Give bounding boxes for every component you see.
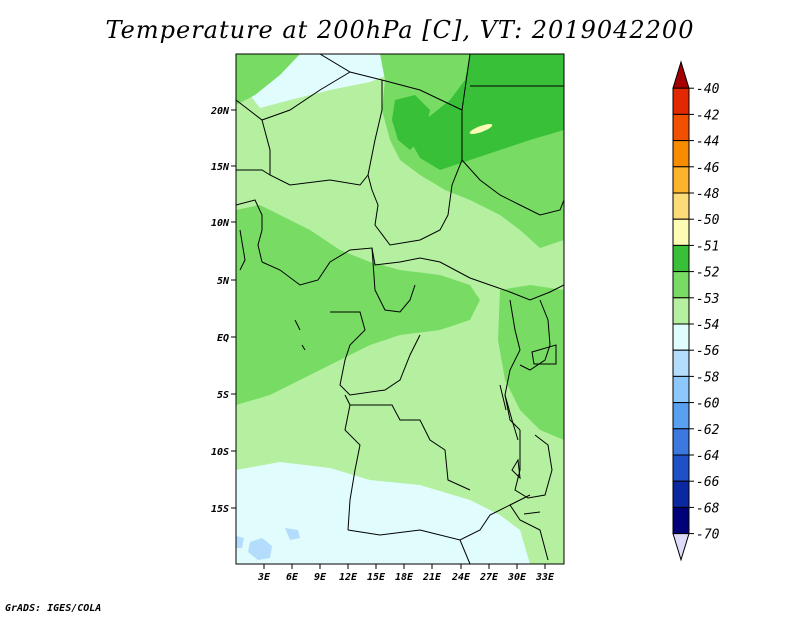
lon-tick-label: 6E [286,572,299,583]
lat-tick-label: 5S [217,390,229,401]
field-51-patch [469,124,493,134]
colorbar-swatch [672,166,690,194]
lat-tick-label: 5N [217,276,230,287]
colorbar-swatch [672,480,690,508]
field-53-region-west [236,205,480,405]
map-title: Temperature at 200hPa [C], VT: 201904220… [105,16,695,44]
colorbar-label: -51 [696,239,719,254]
colorbar-swatch [672,218,690,246]
colorbar-label: -56 [696,344,720,359]
lat-tick-label: 10N [211,218,230,229]
colorbar-label: -66 [696,475,720,490]
colorbar-label: -68 [696,501,720,516]
colorbar-swatch [672,244,690,273]
colorbar-label: -64 [696,449,719,464]
field-56-region [236,462,530,564]
lon-tick-label: 33E [535,572,555,583]
country-borders [236,54,564,564]
lon-tick-label: 9E [314,572,327,583]
field-52-region [410,54,564,170]
colorbar-label: -42 [696,108,720,123]
colorbar-label: -70 [696,528,720,543]
colorbar-label: -46 [696,161,720,176]
colorbar-arrow-bottom [672,533,690,562]
field-58-region [236,528,300,560]
field-52-region-south [392,95,430,150]
lat-tick-label: 15S [211,504,229,515]
lon-tick-label: 18E [395,572,414,583]
colorbar-swatch [672,140,690,168]
lat-tick-label: 20N [210,106,230,117]
colorbar-label: -52 [696,266,720,281]
colorbar-swatch [672,428,690,456]
colorbar-label: -40 [696,82,720,97]
colorbar-swatch [672,506,690,535]
grads-credit: GrADS: IGES/COLA [5,603,102,614]
colorbar-swatch [672,454,690,482]
lon-tick-label: 12E [339,572,358,583]
colorbar-arrow-top [672,60,690,89]
colorbar-swatch [672,349,690,377]
colorbar-swatch [672,323,690,351]
lon-tick-label: 27E [479,572,499,583]
colorbar-label: -60 [696,397,720,412]
colorbar-label: -54 [696,318,719,333]
latitude-axis: 20N 15N 10N 5N EQ 5S 10S 15S [210,106,236,515]
lon-tick-label: 3E [257,572,271,583]
lon-tick-label: 30E [507,572,527,583]
colorbar-label: -62 [696,423,720,438]
colorbar-swatch [672,87,690,115]
colorbar-swatch [672,113,690,142]
temperature-field [236,54,564,564]
longitude-axis: 3E 6E 9E 12E 15E 18E 21E 24E 27E 30E 33E [257,564,555,583]
colorbar-label: -53 [696,292,719,307]
colorbar-swatch [672,297,690,325]
colorbar-label: -50 [696,213,720,228]
colorbar-label: -44 [696,135,719,150]
lat-tick-label: 15N [211,162,230,173]
lat-tick-label: EQ [217,333,229,344]
colorbar-swatch [672,192,690,220]
map-frame [235,53,565,565]
lon-tick-label: 15E [367,572,386,583]
lon-tick-label: 21E [422,572,442,583]
colorbar-swatch [672,271,690,299]
colorbar-swatch [672,402,690,430]
lat-tick-label: 10S [211,447,229,458]
field-53-region-northwest [236,54,300,105]
colorbar-swatch [672,375,690,404]
colorbar: -40 -42 -44 -46 -48 -50 -51 -52 -53 -54 -56 -58 -60 -… [672,60,720,562]
colorbar-label: -48 [696,187,720,202]
lon-tick-label: 24E [451,572,471,583]
colorbar-label: -58 [696,370,720,385]
field-53-region-east [498,285,564,440]
